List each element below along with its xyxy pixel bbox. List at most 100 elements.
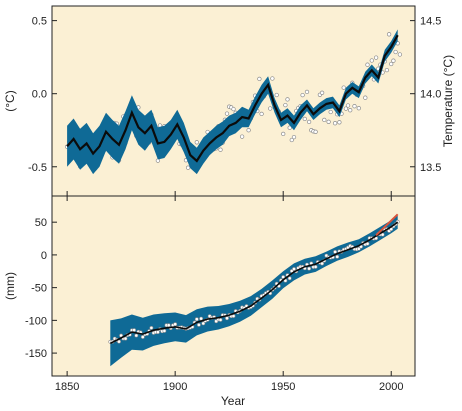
bottom-ytick-label: 0 xyxy=(41,250,47,262)
top-annual-point xyxy=(322,117,327,123)
bottom-annual-point xyxy=(196,322,201,327)
top-annual-point xyxy=(348,108,353,113)
bottom-annual-point xyxy=(365,241,370,246)
top-annual-point xyxy=(285,97,290,102)
bottom-annual-point xyxy=(140,335,145,339)
bottom-panel: 50 0 -50 -100 -150 1850 1900 1950 2000 (mm) Yea… xyxy=(3,195,416,408)
top-annual-point xyxy=(302,116,307,122)
top-annual-point xyxy=(389,61,394,67)
top-annual-point xyxy=(356,106,361,111)
top-annual-point xyxy=(304,89,310,95)
top-panel-background xyxy=(51,5,416,197)
top-uncertainty-band xyxy=(67,29,398,175)
bottom-xtick-label: 2000 xyxy=(379,381,403,393)
bottom-annual-point xyxy=(380,232,385,237)
bottom-annual-point xyxy=(134,333,139,338)
top-ylabel: (°C) xyxy=(3,90,17,111)
x-axis-label: Year xyxy=(221,394,245,408)
top-annual-point xyxy=(281,131,286,137)
bottom-annual-point xyxy=(335,254,340,259)
bottom-annual-point xyxy=(132,328,137,333)
top-right-axis: 14.5 14.0 13.5 xyxy=(410,16,441,174)
top-annual-point xyxy=(289,137,294,143)
bottom-annual-point xyxy=(356,246,361,251)
bottom-annual-point xyxy=(194,317,199,322)
top-annual-point xyxy=(246,128,251,133)
bottom-panel-background xyxy=(51,195,416,377)
bottom-annual-point xyxy=(218,317,223,322)
top-annual-point xyxy=(363,95,368,100)
top-annual-point xyxy=(384,67,390,73)
bottom-annual-point xyxy=(155,330,160,335)
top-annual-point xyxy=(259,111,264,117)
bottom-annual-point xyxy=(201,321,206,326)
bottom-xtick-label: 1850 xyxy=(55,381,79,393)
bottom-annual-point xyxy=(313,264,318,269)
top-annual-point xyxy=(283,102,288,108)
top-smoothed-line xyxy=(66,34,399,163)
bottom-annual-point xyxy=(231,314,236,318)
top-ytick-label: -0.5 xyxy=(28,162,47,174)
top-annual-point xyxy=(274,92,279,98)
bottom-annual-point xyxy=(225,316,229,321)
top-annual-point xyxy=(257,76,262,82)
top-annual-point xyxy=(332,121,338,126)
bottom-annual-point xyxy=(166,323,171,328)
bottom-annual-point xyxy=(173,322,178,327)
top-annual-point xyxy=(373,55,379,60)
top-annual-point xyxy=(343,106,349,111)
bottom-smoothed-line xyxy=(109,221,399,345)
bottom-left-axis: 50 0 -50 -100 -150 xyxy=(25,217,57,360)
top-annual-point xyxy=(291,134,297,140)
bottom-annual-point xyxy=(162,328,167,333)
top-annual-point xyxy=(337,120,342,125)
top-annual-point xyxy=(239,134,245,139)
top-annual-point xyxy=(268,106,273,111)
top-ytick-label: 0.0 xyxy=(32,89,47,101)
top-annual-point xyxy=(365,62,370,67)
top-annual-point xyxy=(397,52,403,57)
bottom-annual-point xyxy=(123,336,128,341)
bottom-annual-point xyxy=(117,339,121,344)
top-annual-point xyxy=(391,58,396,63)
bottom-xtick-label: 1950 xyxy=(271,381,295,393)
top-annual-point xyxy=(300,92,305,98)
top-y2tick-label: 14.0 xyxy=(420,89,441,101)
top-annual-point xyxy=(231,106,236,112)
top-annual-point xyxy=(306,119,312,125)
bottom-annual-point xyxy=(333,249,338,254)
top-annual-point xyxy=(185,165,191,170)
top-annual-point xyxy=(326,119,331,124)
top-annual-point xyxy=(194,140,199,145)
bottom-recent-segment xyxy=(375,213,399,237)
top-y2tick-label: 13.5 xyxy=(420,162,441,174)
top-annual-point xyxy=(352,104,357,109)
bottom-ytick-label: -50 xyxy=(31,283,47,295)
top-annual-point xyxy=(328,109,333,115)
bottom-annual-point xyxy=(281,275,286,279)
bottom-x-axis: 1850 1900 1950 2000 xyxy=(55,196,403,393)
top-annual-point xyxy=(386,32,392,37)
bottom-ylabel: (mm) xyxy=(3,272,17,300)
top-annual-point xyxy=(224,111,230,116)
top-y2label: Temperature (°C) xyxy=(441,55,455,147)
top-panel: 0.5 0.0 -0.5 14.5 14.0 13.5 (°C) Temperature… xyxy=(3,5,455,197)
top-annual-point xyxy=(345,103,351,108)
top-annual-point xyxy=(393,49,398,55)
bottom-annual-point xyxy=(292,267,296,271)
top-ytick-label: 0.5 xyxy=(32,16,47,28)
top-annual-point xyxy=(341,85,346,90)
top-annual-point xyxy=(313,129,318,134)
bottom-ytick-label: 50 xyxy=(35,217,47,229)
bottom-ytick-label: -150 xyxy=(25,348,47,360)
bottom-annual-point xyxy=(320,261,325,266)
top-left-axis: 0.5 0.0 -0.5 xyxy=(28,16,392,196)
bottom-annual-point xyxy=(149,325,154,330)
top-annual-point xyxy=(369,58,374,63)
bottom-annual-point xyxy=(307,266,312,271)
bottom-annual-point xyxy=(287,276,292,281)
top-y2tick-label: 14.5 xyxy=(420,16,441,28)
bottom-xtick-label: 1900 xyxy=(163,381,187,393)
bottom-annual-point xyxy=(199,316,204,321)
top-annual-point xyxy=(218,147,223,152)
